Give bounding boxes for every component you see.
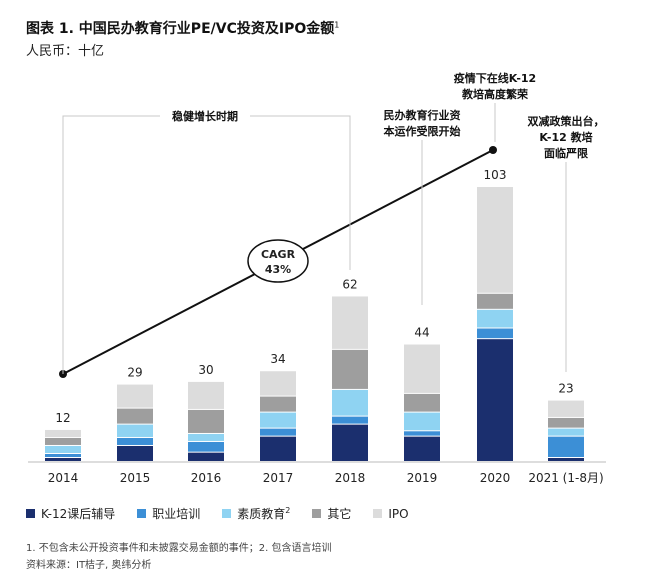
legend-label-ipo: IPO: [388, 506, 409, 521]
annotation-pandemic-line2: 教培高度繁荣: [461, 87, 529, 101]
annotation-double-reduction-line3: 面临严限: [544, 146, 588, 160]
bar-segment-k12-2015: [117, 445, 153, 461]
footnote: 1. 不包含未公开投资事件和未披露交易金额的事件；2. 包含语言培训: [26, 543, 332, 554]
x-tick-label-2019: 2019: [407, 471, 438, 485]
annotation-double-reduction-line2: K-12 教培: [539, 130, 592, 144]
total-label-2015: 29: [127, 366, 142, 380]
chart-title: 图表 1. 中国民办教育行业PE/VC投资及IPO金额1: [26, 20, 340, 37]
chart-subtitle: 人民币：十亿: [26, 44, 105, 59]
bar-segment-quality-2020: [477, 309, 513, 328]
legend-swatch-quality: [222, 509, 232, 518]
legend-label-other: 其它: [327, 507, 352, 521]
annotation-double-reduction-line1: 双减政策出台，: [528, 114, 605, 128]
total-label-2021: 23: [558, 382, 573, 396]
bar-segment-vocational-2014: [45, 453, 81, 457]
leader-steady-right: [250, 115, 351, 270]
bar-segment-quality-2017: [260, 412, 296, 428]
source-note: 资料来源：IT桔子, 奥纬分析: [26, 560, 152, 571]
bar-segment-vocational-2017: [260, 428, 296, 436]
bar-segment-k12-2017: [260, 436, 296, 461]
bar-segment-other-2015: [117, 408, 153, 424]
legend-item-k12: K-12课后辅导: [26, 505, 115, 522]
bar-segment-other-2018: [332, 349, 368, 389]
total-label-2016: 30: [198, 363, 213, 377]
bar-segment-quality-2019: [404, 412, 440, 431]
bar-segment-ipo-2019: [404, 344, 440, 393]
bar-segment-vocational-2021: [548, 436, 584, 457]
bar-segment-k12-2021: [548, 457, 584, 461]
bar-segment-quality-2018: [332, 389, 368, 416]
bar-segment-ipo-2015: [117, 384, 153, 408]
legend-item-ipo: IPO: [373, 506, 409, 521]
bar-segment-vocational-2016: [188, 441, 224, 452]
bar-segment-quality-2015: [117, 424, 153, 437]
x-tick-label-2021: 2021 (1-8月): [528, 471, 603, 485]
bar-segment-other-2016: [188, 409, 224, 433]
bar-segment-other-2014: [45, 437, 81, 445]
cagr-label: CAGR: [261, 248, 296, 261]
stacked-bar-chart: 12 2014 29 2015 30 2016 34 2017 62 2018 44 2019 103 2…: [28, 71, 606, 485]
x-tick-label-2020: 2020: [480, 471, 511, 485]
bar-segment-ipo-2021: [548, 400, 584, 417]
legend-label-quality: 素质教育2: [237, 506, 291, 521]
legend-item-vocational: 职业培训: [137, 505, 200, 522]
bar-segment-k12-2019: [404, 436, 440, 461]
x-tick-label-2016: 2016: [191, 471, 222, 485]
legend-swatch-other: [312, 509, 322, 518]
total-label-2017: 34: [270, 352, 285, 366]
x-tick-label-2015: 2015: [120, 471, 151, 485]
legend-swatch-k12: [26, 509, 35, 518]
bar-segment-vocational-2020: [477, 328, 513, 339]
cagr-value: 43%: [265, 263, 291, 276]
total-label-2020: 103: [484, 168, 507, 182]
cagr-badge: [247, 239, 309, 283]
bar-segment-ipo-2017: [260, 371, 296, 396]
bar-segment-other-2019: [404, 393, 440, 412]
bar-segment-vocational-2018: [332, 416, 368, 424]
bar-segment-k12-2018: [332, 424, 368, 461]
total-label-2019: 44: [414, 326, 429, 340]
bar-segment-quality-2016: [188, 433, 224, 441]
x-tick-label-2017: 2017: [263, 471, 294, 485]
annotation-pandemic-line1: 疫情下在线K-12: [454, 71, 536, 85]
bar-segment-other-2017: [260, 396, 296, 412]
legend-swatch-vocational: [137, 509, 147, 518]
bar-segment-ipo-2018: [332, 296, 368, 349]
bar-segment-ipo-2014: [45, 429, 81, 437]
x-tick-label-2014: 2014: [48, 471, 79, 485]
legend-item-other: 其它: [312, 505, 351, 522]
legend-label-vocational: 职业培训: [152, 507, 201, 521]
bar-segment-ipo-2016: [188, 381, 224, 409]
bar-segment-k12-2020: [477, 339, 513, 461]
cagr-end-point: [489, 146, 497, 154]
x-tick-label-2018: 2018: [335, 471, 366, 485]
bar-segment-k12-2016: [188, 452, 224, 461]
annotation-steady-growth: 稳健增长时期: [172, 109, 238, 123]
bar-segment-ipo-2020: [477, 186, 513, 293]
bar-segment-other-2020: [477, 293, 513, 309]
annotation-capital-restricted-line2: 本运作受限开始: [384, 124, 461, 138]
bar-segment-quality-2021: [548, 428, 584, 436]
title-footnote-mark: 1: [334, 20, 340, 30]
chart-legend: K-12课后辅导 职业培训 素质教育2 其它 IPO: [26, 505, 409, 522]
legend-item-quality: 素质教育2: [222, 505, 290, 522]
legend-footnote-mark: 2: [285, 506, 291, 515]
legend-swatch-ipo: [373, 509, 383, 518]
leader-steady-left: [62, 115, 160, 374]
legend-label-k12: K-12课后辅导: [41, 507, 116, 521]
total-label-2014: 12: [55, 411, 70, 425]
total-label-2018: 62: [342, 277, 357, 291]
bar-segment-other-2021: [548, 417, 584, 428]
bar-segment-vocational-2019: [404, 431, 440, 436]
bar-segment-quality-2014: [45, 445, 81, 453]
annotation-capital-restricted-line1: 民办教育行业资: [384, 108, 461, 122]
bar-segment-vocational-2015: [117, 437, 153, 445]
bar-segment-k12-2014: [45, 457, 81, 461]
